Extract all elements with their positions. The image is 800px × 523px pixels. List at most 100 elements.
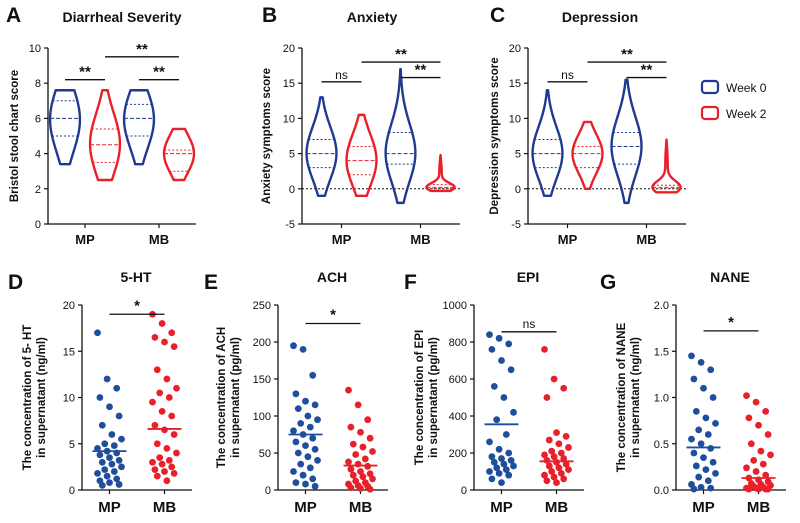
significance-label: ** (395, 46, 407, 63)
significance-label: ns (523, 317, 536, 331)
panel-title: Diarrheal Severity (62, 9, 181, 25)
data-point (98, 481, 106, 489)
significance-label: ** (641, 62, 653, 79)
y-tick-label: 0 (289, 184, 295, 196)
significance-label: * (728, 314, 734, 331)
data-point (115, 412, 123, 420)
data-point (345, 458, 352, 466)
data-point (550, 473, 558, 481)
y-tick-label: -5 (511, 219, 521, 231)
x-category-label: MP (490, 499, 513, 516)
y-tick-label: 2 (35, 184, 41, 196)
data-point (707, 484, 715, 492)
panel-letter: D (8, 271, 23, 294)
y-tick-label: 10 (283, 113, 295, 125)
data-point (158, 320, 166, 327)
y-tick-label: 20 (283, 43, 295, 55)
data-point (366, 485, 374, 493)
panel-letter: A (6, 4, 21, 27)
data-point (311, 445, 319, 453)
x-category-label: MB (153, 499, 176, 516)
y-tick-label: 5 (515, 149, 521, 161)
y-tick-label: 0 (35, 219, 41, 231)
data-point (314, 416, 321, 424)
data-point (115, 457, 123, 464)
y-tick-label: 20 (509, 43, 521, 55)
data-point (495, 445, 503, 453)
data-point (560, 475, 568, 483)
panel-g: G NANE 0.0 0.5 1.0 1.5 2.0 The concentration of… (600, 269, 786, 516)
data-point (352, 451, 360, 458)
data-point (347, 423, 355, 431)
data-point (292, 479, 300, 486)
data-point (354, 460, 362, 468)
data-point (304, 412, 312, 420)
data-point (500, 394, 508, 401)
y-tick-label: 8 (35, 78, 41, 90)
panel-title: Depression (562, 9, 638, 25)
data-point (304, 453, 312, 461)
data-point (704, 477, 712, 485)
data-point (505, 340, 513, 348)
data-point (752, 468, 760, 475)
y-tick-label: 1.0 (654, 393, 669, 405)
data-point (106, 479, 113, 486)
data-point (490, 383, 498, 390)
y-axis-label: Depression symptoms score (489, 57, 501, 214)
data-point (151, 466, 159, 474)
data-point (548, 447, 556, 455)
data-point (493, 464, 501, 472)
data-point (541, 471, 548, 479)
panel-title: 5-HT (120, 269, 152, 285)
y-tick-label: 1.5 (654, 346, 669, 358)
data-point (163, 444, 171, 452)
data-point (488, 475, 496, 483)
data-point (545, 462, 553, 470)
data-point (156, 389, 164, 397)
data-point (743, 392, 750, 400)
y-axis-label: Bristol stool chart score (9, 70, 21, 202)
data-point (168, 412, 176, 420)
data-point (490, 458, 498, 466)
panel-title: NANE (710, 269, 750, 285)
data-point (170, 343, 178, 351)
data-point (118, 463, 125, 471)
data-point (692, 407, 700, 415)
panel-a: A Diarrheal Severity 0 2 4 6 8 10 Bristol stool … (6, 4, 196, 247)
data-point (153, 472, 161, 480)
data-point (750, 457, 758, 464)
violin-week-0 (531, 89, 564, 198)
y-axis-label: The concentration of 5- HT (22, 325, 34, 471)
violin-week-2 (571, 120, 604, 190)
data-point (709, 394, 717, 401)
data-point (101, 466, 109, 474)
data-point (486, 438, 493, 446)
panel-e: E ACH 0 50 100 150 200 250 The concentration of … (204, 269, 388, 516)
data-point (555, 464, 563, 472)
violin-week-2 (88, 89, 122, 182)
y-tick-label: 100 (253, 411, 271, 423)
data-point (306, 464, 314, 472)
data-point (747, 440, 755, 448)
data-point (702, 414, 710, 422)
data-point (553, 429, 560, 437)
y-tick-label: 15 (509, 78, 521, 90)
data-point (98, 421, 106, 429)
x-category-label: MP (98, 499, 121, 516)
data-point (562, 460, 570, 468)
data-point (118, 435, 125, 443)
data-point (156, 454, 164, 462)
y-axis-label: in supernatant (ng/ml) (36, 337, 48, 458)
y-tick-label: 0 (461, 485, 467, 497)
data-point (712, 420, 719, 427)
y-axis-label: The concentration of EPI (414, 330, 426, 465)
panel-letter: B (262, 4, 277, 27)
data-point (302, 397, 309, 405)
data-point (697, 440, 705, 448)
y-tick-label: 150 (253, 374, 271, 386)
data-point (359, 473, 367, 481)
y-axis-label: Anxiety symptoms score (261, 68, 273, 204)
y-tick-label: 1000 (443, 300, 467, 312)
significance-label: ** (415, 62, 427, 79)
